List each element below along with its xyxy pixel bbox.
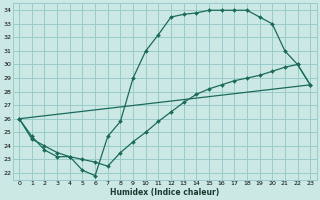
X-axis label: Humidex (Indice chaleur): Humidex (Indice chaleur)	[110, 188, 219, 197]
